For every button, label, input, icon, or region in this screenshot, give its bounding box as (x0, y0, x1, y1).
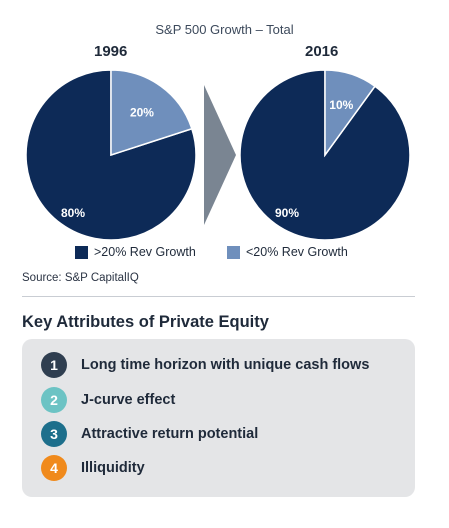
transition-arrow (204, 85, 236, 225)
attribute-item-1: 1 Long time horizon with unique cash flo… (41, 352, 369, 378)
legend-label-low-growth: <20% Rev Growth (246, 245, 348, 259)
pie-1996-slice-low-growth (110, 69, 193, 157)
pie-year-1996: 1996 (94, 43, 128, 60)
chart-title: S&P 500 Growth – Total (155, 22, 294, 37)
number-badge-4: 4 (41, 455, 67, 481)
pie-charts: 20% 80% 10% 90% (25, 69, 411, 241)
pie-year-2016: 2016 (305, 43, 339, 60)
attribute-text-4: Illiquidity (81, 460, 145, 476)
attribute-text-2: J-curve effect (81, 392, 176, 408)
legend-item-low-growth: <20% Rev Growth (227, 245, 348, 259)
number-badge-1: 1 (41, 352, 67, 378)
pie-2016-label-low-growth: 10% (329, 98, 353, 112)
legend-swatch-low-growth (227, 245, 240, 259)
pie-1996-label-low-growth: 20% (130, 105, 154, 119)
chart-source: Source: S&P CapitalIQ (22, 272, 139, 284)
number-badge-3: 3 (41, 421, 67, 447)
pie-2016-slice-low-growth (324, 69, 377, 158)
attribute-item-4: 4 Illiquidity (41, 455, 145, 481)
number-badge-2: 2 (41, 387, 67, 413)
section-title: Key Attributes of Private Equity (22, 313, 269, 331)
attribute-text-1: Long time horizon with unique cash flows (81, 357, 370, 373)
legend-swatch-high-growth (75, 245, 88, 259)
attribute-item-2: 2 J-curve effect (41, 387, 175, 413)
attribute-item-3: 3 Attractive return potential (41, 421, 258, 447)
legend-label-high-growth: >20% Rev Growth (94, 245, 196, 259)
legend-item-high-growth: >20% Rev Growth (75, 245, 196, 259)
divider (22, 296, 415, 297)
pie-2016-label-high-growth: 90% (275, 206, 299, 220)
pie-1996-label-high-growth: 80% (61, 206, 85, 220)
attribute-text-3: Attractive return potential (81, 426, 259, 442)
attributes-panel: 1 Long time horizon with unique cash flo… (22, 339, 415, 497)
